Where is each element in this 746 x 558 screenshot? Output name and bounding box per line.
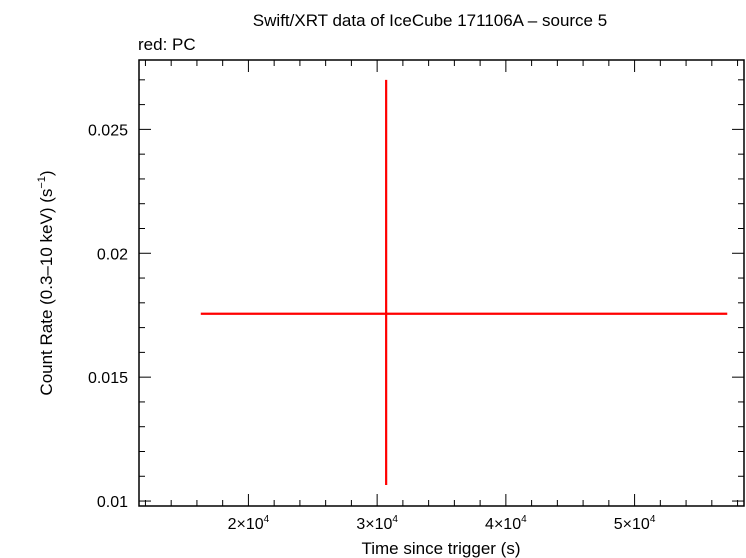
x-tick-label: 5×104 — [614, 514, 656, 533]
data-points — [200, 79, 728, 485]
plot-frame — [138, 59, 745, 507]
x-tick-mantissa: 3×10 — [356, 516, 392, 533]
x-tick-mantissa: 2×10 — [228, 516, 264, 533]
y-tick-label: 0.01 — [97, 494, 128, 511]
y-tick-label: 0.025 — [88, 122, 128, 139]
x-tick-label: 4×104 — [485, 514, 527, 533]
axis-ticks — [139, 60, 744, 506]
y-axis-label-exponent: −1 — [36, 176, 48, 189]
data-point — [200, 79, 728, 485]
y-tick-labels: 0.01 0.015 0.02 0.025 — [88, 122, 128, 511]
y-axis-label-close: ) — [37, 170, 56, 176]
x-tick-mantissa: 5×10 — [614, 516, 650, 533]
y-tick-label: 0.02 — [97, 246, 128, 263]
chart-subtitle: red: PC — [138, 35, 196, 54]
x-tick-label: 2×104 — [228, 514, 270, 533]
x-tick-mantissa: 4×10 — [485, 516, 521, 533]
x-tick-labels: 2×104 3×104 4×104 5×104 — [228, 514, 656, 533]
y-tick-label: 0.015 — [88, 370, 128, 387]
chart-title: Swift/XRT data of IceCube 171106A – sour… — [253, 11, 607, 30]
x-tick-label: 3×104 — [356, 514, 398, 533]
x-tick-exponent: 4 — [521, 514, 527, 525]
y-axis-label-main: Count Rate (0.3–10 keV) (s — [37, 189, 56, 396]
y-axis-label: Count Rate (0.3–10 keV) (s−1) — [36, 170, 56, 395]
x-tick-exponent: 4 — [264, 514, 270, 525]
x-tick-exponent: 4 — [650, 514, 656, 525]
x-tick-exponent: 4 — [392, 514, 398, 525]
x-axis-label: Time since trigger (s) — [361, 539, 520, 558]
